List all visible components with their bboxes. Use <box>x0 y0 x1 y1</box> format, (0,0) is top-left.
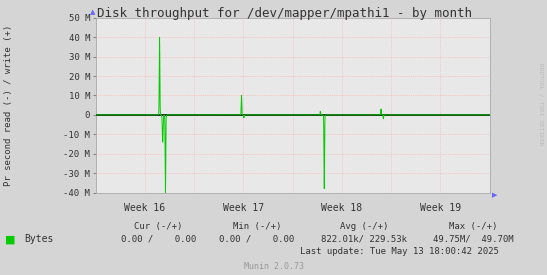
Text: ■: ■ <box>5 234 16 244</box>
Text: Avg (-/+): Avg (-/+) <box>340 222 388 231</box>
Text: Munin 2.0.73: Munin 2.0.73 <box>243 262 304 271</box>
Text: Cur (-/+): Cur (-/+) <box>135 222 183 231</box>
Text: Week 19: Week 19 <box>420 203 461 213</box>
Text: Week 17: Week 17 <box>223 203 264 213</box>
Text: ▲: ▲ <box>90 9 96 15</box>
Text: 822.01k/ 229.53k: 822.01k/ 229.53k <box>321 235 407 244</box>
Text: Last update: Tue May 13 18:00:42 2025: Last update: Tue May 13 18:00:42 2025 <box>300 247 499 256</box>
Text: Week 16: Week 16 <box>124 203 166 213</box>
Text: Bytes: Bytes <box>25 234 54 244</box>
Text: Disk throughput for /dev/mapper/mpathi1 - by month: Disk throughput for /dev/mapper/mpathi1 … <box>97 7 472 20</box>
Text: Pr second read (-) / write (+): Pr second read (-) / write (+) <box>4 24 13 186</box>
Text: RRDTOOL / TOBI OETIKER: RRDTOOL / TOBI OETIKER <box>538 63 543 146</box>
Text: ▶: ▶ <box>492 192 498 198</box>
Text: 0.00 /    0.00: 0.00 / 0.00 <box>121 235 196 244</box>
Text: Min (-/+): Min (-/+) <box>233 222 281 231</box>
Text: Max (-/+): Max (-/+) <box>449 222 497 231</box>
Text: Week 18: Week 18 <box>321 203 363 213</box>
Text: 0.00 /    0.00: 0.00 / 0.00 <box>219 235 295 244</box>
Text: 49.75M/  49.70M: 49.75M/ 49.70M <box>433 235 514 244</box>
